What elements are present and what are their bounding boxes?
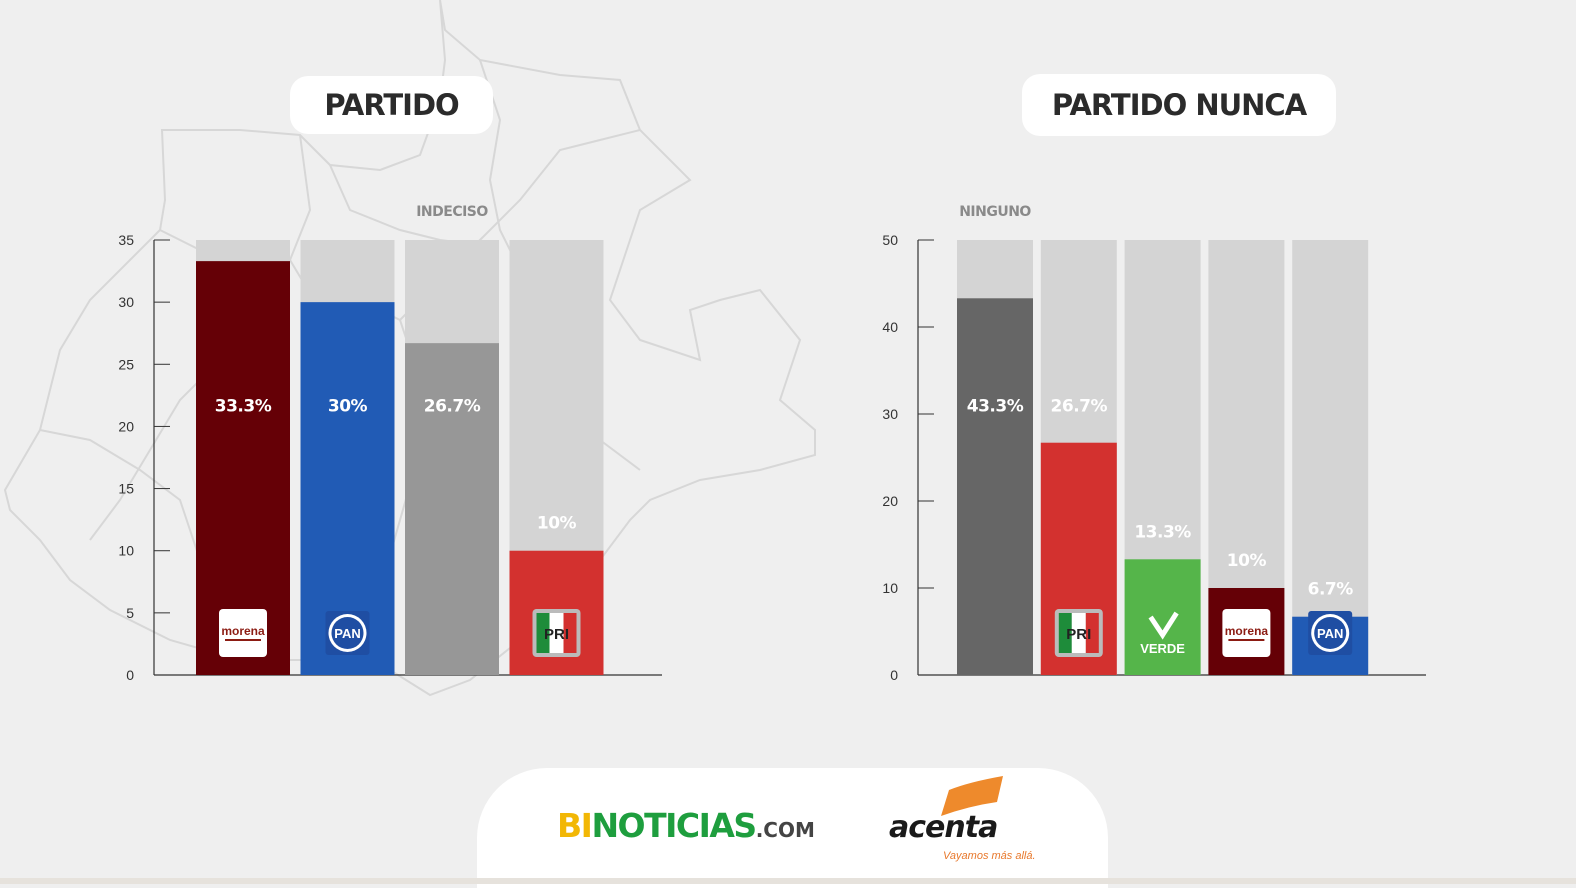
pri-logo-icon: PRI: [532, 609, 581, 657]
data-label: 13.3%: [1134, 522, 1191, 542]
bar: [196, 261, 290, 675]
pan-logo-icon: PAN: [325, 611, 370, 655]
y-tick-label: 40: [882, 319, 898, 335]
logo-underline: [1228, 639, 1265, 641]
y-tick-label: 25: [118, 356, 134, 372]
logo-core: [1314, 617, 1347, 649]
brand-bi: BI: [557, 806, 593, 845]
data-label: 10%: [537, 514, 577, 534]
logo-green: [536, 613, 550, 653]
logo-white: [1071, 613, 1086, 653]
morena-logo-icon: morena: [1222, 609, 1271, 657]
acenta-logo[interactable]: acenta: [889, 810, 998, 845]
morena-logo-icon: morena: [219, 609, 267, 657]
logo-check: [1148, 611, 1179, 640]
data-label: 43.3%: [967, 396, 1024, 416]
acenta-mark-icon: [941, 776, 1003, 816]
pri-logo-icon: PRI: [1054, 609, 1103, 657]
logo-bg: [219, 609, 267, 657]
data-label: 33.3%: [215, 396, 272, 416]
chart-title-partido-nunca: PARTIDO NUNCA: [1022, 74, 1336, 136]
chart-title-text: PARTIDO: [324, 88, 459, 122]
category-top-label: INDECISO: [416, 204, 488, 220]
logo-text: PAN: [1317, 626, 1343, 641]
logo-bg: [1222, 609, 1271, 657]
data-label: 6.7%: [1308, 580, 1354, 600]
chart-partido-nunca: 0 10 20 30 40 50 43.3% 26.7% PRI 13.3% VERDE 10% mor…: [882, 204, 1426, 683]
acenta-tagline: Vayamos más allá.: [943, 850, 1036, 862]
logo-green: [1058, 613, 1072, 653]
verde-logo-icon: VERDE: [1140, 611, 1185, 656]
brand-noticias: NOTICIAS: [591, 806, 757, 845]
logo-text: PRI: [1066, 626, 1091, 643]
y-tick-label: 30: [882, 406, 898, 422]
y-tick-label: 30: [118, 294, 134, 310]
pan-logo-icon: PAN: [1308, 611, 1353, 655]
y-tick-label: 50: [882, 232, 898, 248]
brand-dotcom: .COM: [755, 818, 815, 842]
data-label: 10%: [1227, 551, 1267, 571]
y-tick-label: 20: [118, 418, 134, 434]
y-tick-label: 10: [118, 543, 134, 559]
chart-partido: 0 5 10 15 20 25 30 35 33.3% morena 30% PAN 26.7% 10% P…: [118, 204, 662, 683]
logo-text: PAN: [334, 626, 360, 641]
footer-brands: BINOTICIAS.COM acenta Vayamos más allá.: [477, 768, 1108, 888]
bottom-strip: [0, 878, 1576, 884]
bar-track: [1292, 240, 1369, 675]
logo-red: [1085, 613, 1099, 653]
logo-core: [331, 617, 364, 649]
chart-title-partido: PARTIDO: [290, 76, 493, 134]
y-tick-label: 0: [126, 667, 134, 683]
y-tick-label: 10: [882, 580, 898, 596]
logo-underline: [225, 639, 261, 641]
logo-text: morena: [221, 624, 265, 638]
bar: [405, 343, 499, 675]
logo-white: [549, 613, 564, 653]
chart-title-text: PARTIDO NUNCA: [1051, 88, 1307, 122]
y-tick-label: 35: [118, 232, 134, 248]
logo-text: PRI: [544, 626, 569, 643]
data-label: 26.7%: [1051, 396, 1108, 416]
y-tick-label: 5: [126, 605, 134, 621]
y-tick-label: 20: [882, 493, 898, 509]
bar: [1124, 559, 1201, 675]
data-label: 26.7%: [424, 396, 481, 416]
binoticias-logo[interactable]: BINOTICIAS.COM: [557, 806, 815, 845]
bar: [957, 298, 1033, 675]
y-tick-label: 0: [890, 667, 898, 683]
logo-text: morena: [1225, 624, 1269, 638]
y-tick-label: 15: [118, 481, 134, 497]
data-label: 30%: [328, 396, 368, 416]
logo-red: [563, 613, 577, 653]
logo-text: VERDE: [1140, 641, 1185, 656]
category-top-label: NINGUNO: [959, 204, 1031, 220]
